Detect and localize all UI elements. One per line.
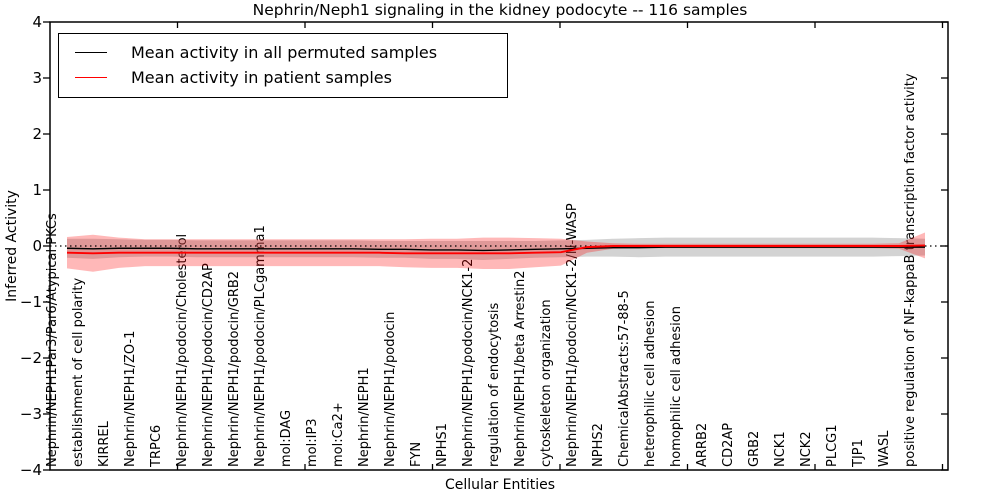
legend-entry-label: Mean activity in patient samples: [131, 68, 392, 87]
y-tick-label: −1: [19, 293, 42, 311]
legend-entry-label: Mean activity in all permuted samples: [131, 43, 438, 62]
patient-std-band: [67, 232, 925, 272]
patient-mean-line: [66, 244, 926, 255]
y-tick-label: −4: [19, 461, 42, 479]
x-axis-label: Cellular Entities: [444, 477, 556, 493]
legend-entry-permuted: Mean activity in all permuted samples: [69, 40, 497, 65]
permuted-mean-line: [66, 246, 925, 252]
permuted-std-band: [67, 237, 925, 260]
patient-line-swatch: [75, 77, 107, 78]
y-tick-label: 4: [32, 13, 42, 31]
y-tick-label: 1: [32, 181, 42, 199]
y-tick-label: 0: [32, 237, 42, 255]
y-tick-label: 3: [32, 69, 42, 87]
permuted-line-swatch: [75, 52, 107, 53]
chart-title: Nephrin/Neph1 signaling in the kidney po…: [252, 1, 748, 19]
y-tick-label: −2: [19, 349, 42, 367]
y-tick-label: −3: [19, 405, 42, 423]
legend: Mean activity in all permuted samples Me…: [58, 33, 508, 98]
legend-entry-patient: Mean activity in patient samples: [69, 65, 497, 90]
y-tick-label: 2: [32, 125, 42, 143]
